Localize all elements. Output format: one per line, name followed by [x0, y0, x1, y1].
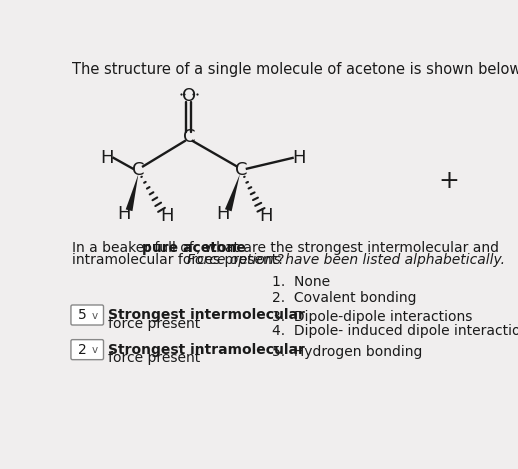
FancyBboxPatch shape — [71, 340, 104, 360]
Text: intramolecular forces present?: intramolecular forces present? — [73, 253, 290, 267]
Text: , what are the strongest intermolecular and: , what are the strongest intermolecular … — [196, 241, 499, 255]
Text: Strongest intermolecular: Strongest intermolecular — [108, 308, 305, 322]
Text: H: H — [100, 149, 114, 167]
Text: 5.  Hydrogen bonding: 5. Hydrogen bonding — [272, 345, 423, 359]
Text: force present: force present — [108, 351, 200, 365]
Text: 3.  Dipole-dipole interactions: 3. Dipole-dipole interactions — [272, 310, 473, 324]
Text: In a beaker full of: In a beaker full of — [73, 241, 198, 255]
Text: 1.  None: 1. None — [272, 275, 330, 289]
Text: 5: 5 — [78, 308, 87, 322]
Polygon shape — [126, 174, 138, 211]
Text: +: + — [438, 169, 459, 193]
Text: Strongest intramolecular: Strongest intramolecular — [108, 343, 305, 357]
Text: 2: 2 — [78, 343, 87, 356]
Text: v: v — [92, 311, 98, 321]
Text: H: H — [260, 207, 273, 226]
Text: O: O — [182, 87, 196, 106]
FancyBboxPatch shape — [71, 305, 104, 325]
Text: v: v — [92, 346, 98, 356]
Text: C: C — [132, 161, 145, 179]
Text: H: H — [160, 207, 174, 226]
Text: 2.  Covalent bonding: 2. Covalent bonding — [272, 291, 417, 305]
Text: H: H — [216, 205, 229, 223]
Text: Force options have been listed alphabetically.: Force options have been listed alphabeti… — [187, 253, 505, 267]
Text: pure acetone: pure acetone — [142, 241, 246, 255]
Text: H: H — [117, 205, 131, 223]
Polygon shape — [225, 174, 240, 212]
Text: force present: force present — [108, 317, 200, 331]
Text: H: H — [292, 149, 306, 167]
Text: C: C — [182, 128, 195, 146]
Text: The structure of a single molecule of acetone is shown below.: The structure of a single molecule of ac… — [73, 62, 518, 77]
Text: 4.  Dipole- induced dipole interactions: 4. Dipole- induced dipole interactions — [272, 324, 518, 338]
Text: C: C — [235, 161, 248, 179]
